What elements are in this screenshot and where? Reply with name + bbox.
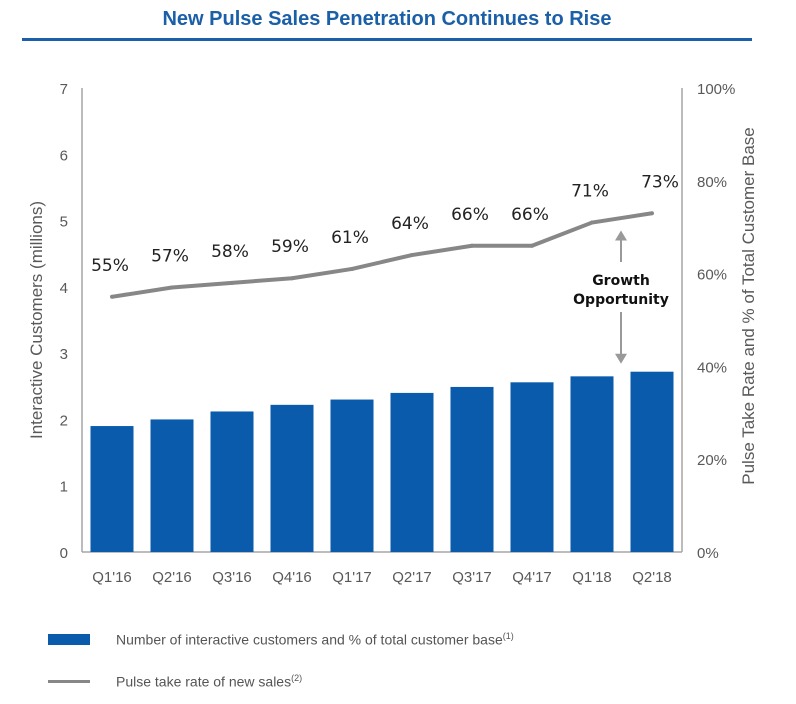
y-tick-label: 6 (60, 147, 68, 164)
legend-label-line: Pulse take rate of new sales(2) (116, 673, 303, 690)
line-point (170, 285, 174, 290)
bar (90, 426, 134, 552)
bar (330, 399, 374, 552)
bar (450, 386, 494, 552)
x-tick-label: Q2'18 (632, 569, 672, 586)
legend-label-bar: Number of interactive customers and % of… (116, 631, 514, 648)
y-tick-label: 0 (60, 545, 68, 562)
bar (390, 392, 434, 552)
data-label: 66% (451, 205, 489, 225)
legend-swatch-line (48, 679, 90, 683)
x-tick-label: Q3'17 (452, 569, 492, 586)
line-point (530, 243, 534, 248)
line-point (110, 294, 114, 299)
data-label: 59% (271, 237, 309, 257)
data-label: 64% (391, 214, 429, 234)
data-label: 58% (211, 242, 249, 262)
bar (570, 376, 614, 552)
x-tick-label: Q2'17 (392, 569, 432, 586)
title-underline (22, 38, 752, 41)
annotation-line1: Growth (592, 273, 650, 289)
x-tick-label: Q2'16 (152, 569, 192, 586)
line-point (590, 220, 594, 225)
line-point (650, 211, 654, 216)
line-point (350, 266, 354, 271)
bar (210, 411, 254, 552)
data-label: 55% (91, 256, 129, 276)
data-label: 66% (511, 205, 549, 225)
legend-item-bar: Number of interactive customers and % of… (48, 631, 514, 648)
bar (270, 404, 314, 552)
y2-tick-label: 80% (697, 174, 727, 191)
data-label: 57% (151, 247, 189, 267)
y-tick-label: 1 (60, 479, 68, 496)
bar (150, 419, 194, 552)
y2-tick-label: 0% (697, 545, 719, 562)
bar (510, 382, 554, 552)
combo-chart: 0 1 2 3 4 5 6 7 0% 20% 40% 60% 80% 100% Interactive Cu… (27, 81, 758, 586)
y2-tick-label: 100% (697, 81, 735, 98)
y-tick-label: 5 (60, 214, 68, 231)
legend-item-line: Pulse take rate of new sales(2) (48, 673, 302, 690)
take-rate-line (111, 211, 653, 299)
y-axis-title: Interactive Customers (millions) (27, 201, 46, 439)
arrow-up-head (615, 230, 627, 241)
data-label: 71% (571, 182, 609, 202)
line-point (470, 243, 474, 248)
y2-axis-title: Pulse Take Rate and % of Total Customer … (739, 127, 758, 485)
legend-swatch-bar (48, 633, 90, 645)
bar (630, 371, 674, 552)
x-tick-label: Q4'16 (272, 569, 312, 586)
line-point (230, 280, 234, 285)
line-point (290, 276, 294, 281)
x-tick-label: Q1'16 (92, 569, 132, 586)
y2-tick-label: 40% (697, 359, 727, 376)
y2-tick-label: 20% (697, 452, 727, 469)
y-tick-label: 2 (60, 412, 68, 429)
data-label: 61% (331, 228, 369, 248)
y-tick-label: 3 (60, 346, 68, 363)
x-tick-label: Q1'18 (572, 569, 612, 586)
x-tick-label: Q4'17 (512, 569, 552, 586)
x-tick-label: Q3'16 (212, 569, 252, 586)
line-point (410, 253, 414, 258)
chart-title: New Pulse Sales Penetration Continues to… (162, 8, 612, 30)
data-label: 73% (641, 172, 679, 192)
arrow-down-head (615, 353, 627, 364)
y-tick-label: 4 (60, 280, 68, 297)
x-tick-label: Q1'17 (332, 569, 372, 586)
annotation-line2: Opportunity (573, 292, 669, 308)
y-tick-label: 7 (60, 81, 68, 98)
y2-tick-label: 60% (697, 267, 727, 284)
